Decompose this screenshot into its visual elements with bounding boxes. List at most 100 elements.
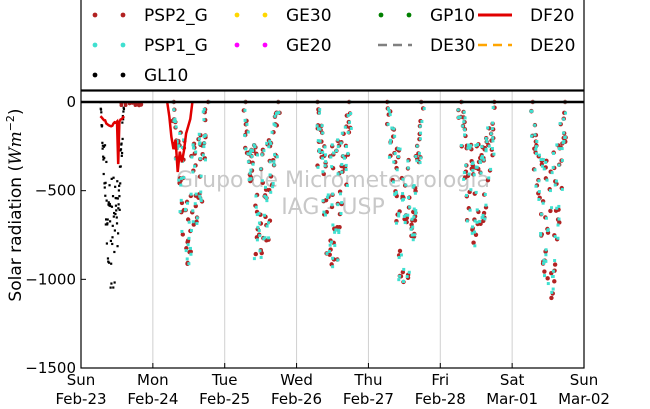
point-psp1-g [243, 133, 247, 137]
point-gl10 [116, 197, 119, 200]
point-psp1-g [550, 290, 554, 294]
point-psp1-g [334, 149, 338, 153]
point-psp1-g [490, 127, 494, 131]
point-psp1-g [386, 122, 390, 126]
point-psp1-g [316, 139, 320, 143]
point-psp1-g [545, 178, 549, 182]
point-psp1-g [263, 194, 267, 198]
point-psp1-g [193, 164, 197, 168]
point-psp2-g [180, 232, 185, 237]
point-psp1-g [411, 185, 415, 189]
point-gl10 [119, 182, 122, 185]
point-psp1-g [396, 155, 400, 159]
point-psp1-g [412, 184, 416, 188]
point-psp1-g [564, 111, 568, 115]
point-psp1-g [349, 126, 353, 130]
point-psp1-g [481, 213, 485, 217]
point-psp1-g [420, 119, 424, 123]
point-psp1-g [557, 163, 561, 167]
point-psp1-g [324, 153, 328, 157]
point-psp1-g [321, 150, 325, 154]
point-psp1-g [541, 201, 545, 205]
point-psp1-g [387, 109, 391, 113]
point-psp1-g [272, 163, 276, 167]
plot-frame [80, 90, 585, 369]
point-psp1-g [462, 177, 466, 181]
axes: 0−500−1000−1500SunFeb-23MonFeb-24TueFeb-… [25, 90, 610, 408]
point-psp1-g [392, 127, 396, 131]
point-gl10 [121, 137, 124, 141]
point-gl10 [119, 148, 123, 151]
point-psp1-g [395, 168, 399, 172]
point-psp1-g [191, 143, 195, 147]
point-psp1-g [550, 171, 554, 175]
watermark-line-1: Grupo de Micrometeorologia [176, 168, 490, 193]
point-psp1-g [336, 145, 340, 149]
point-psp1-g [272, 160, 276, 164]
point-psp1-g [249, 148, 253, 152]
point-psp1-g [345, 184, 349, 188]
point-psp1-g [191, 209, 195, 213]
point-psp1-g [270, 130, 274, 134]
point-gl10 [115, 197, 118, 200]
point-psp1-g [323, 164, 327, 168]
point-psp1-g [414, 155, 418, 159]
point-psp1-g [268, 160, 272, 164]
point-psp1-g [257, 221, 261, 225]
point-psp1-g [190, 155, 194, 159]
point-psp1-g [534, 147, 538, 151]
legend-marker [234, 12, 240, 18]
point-gl10 [115, 222, 119, 225]
legend-item-df20: DF20 [478, 6, 575, 26]
point-psp1-g [340, 162, 344, 166]
point-psp1-g [198, 194, 202, 198]
point-gl10 [106, 222, 109, 225]
point-gl10 [119, 165, 122, 168]
point-gl10 [104, 218, 108, 221]
point-psp1-g [540, 212, 544, 216]
point-psp1-g [548, 189, 552, 193]
point-psp1-g [397, 255, 401, 259]
point-psp1-g [468, 208, 472, 212]
point-gl10 [109, 239, 112, 243]
point-psp1-g [344, 163, 348, 167]
x-tick-date-0: Feb-23 [55, 390, 106, 408]
point-psp1-g [544, 259, 548, 263]
point-gl10 [112, 215, 115, 218]
x-tick-date-7: Mar-02 [558, 390, 610, 408]
point-psp1-g [273, 153, 277, 157]
x-tick-date-4: Feb-27 [343, 390, 394, 408]
point-gl10 [115, 216, 118, 219]
legend-marker [378, 12, 384, 18]
point-gl10 [105, 242, 108, 245]
point-psp1-g [251, 149, 255, 153]
point-psp1-g [198, 157, 202, 161]
legend-marker [262, 42, 268, 48]
point-gl10 [120, 142, 123, 145]
point-psp1-g [462, 110, 466, 114]
point-gl10 [104, 181, 107, 184]
point-psp1-g [254, 205, 258, 209]
point-psp1-g [481, 156, 485, 160]
point-psp1-g [411, 238, 415, 242]
point-psp1-g [560, 147, 564, 151]
point-psp1-g [462, 171, 466, 175]
point-psp1-g [529, 134, 533, 138]
point-psp1-g [346, 114, 350, 118]
point-psp1-g [560, 158, 564, 162]
point-psp1-g [412, 215, 416, 219]
point-psp1-g [185, 257, 189, 261]
point-psp1-g [459, 143, 463, 147]
point-gl10 [119, 149, 122, 152]
point-psp1-g [470, 161, 474, 165]
point-psp1-g [465, 193, 469, 197]
point-gl10 [116, 180, 119, 183]
point-psp1-g [258, 234, 262, 238]
point-psp1-g [401, 192, 405, 196]
point-psp1-g [325, 252, 329, 256]
point-gl10 [110, 282, 113, 285]
point-psp1-g [465, 219, 469, 223]
point-psp1-g [490, 146, 494, 150]
point-psp2-g [133, 103, 138, 108]
point-psp1-g [530, 109, 534, 113]
